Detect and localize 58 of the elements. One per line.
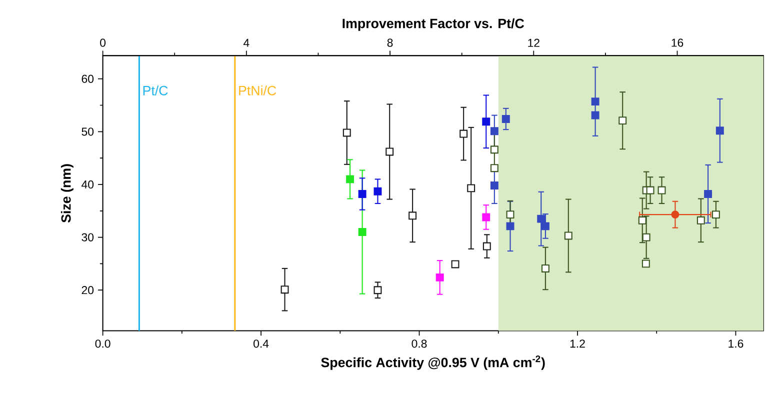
x2-tick-label: 16: [672, 38, 684, 47]
point: [490, 127, 498, 136]
point: [696, 216, 705, 224]
x-tick-label: 1.6: [728, 340, 744, 348]
x-axis-title: Specific Activity @0.95 V (mA cm$^{-2}$): [321, 356, 545, 370]
x2-tick-label: 12: [528, 38, 540, 47]
ref-line-label: PtNi/C: [239, 85, 276, 96]
point: [704, 190, 712, 198]
point: [374, 286, 382, 294]
point: [280, 286, 289, 294]
y-tick-label: 50: [82, 128, 94, 136]
point: [482, 242, 491, 250]
x2-tick-label: 8: [387, 38, 393, 47]
point: [490, 182, 498, 190]
point: [358, 190, 366, 198]
point: [436, 273, 444, 282]
point: [482, 118, 490, 126]
y-tick-label: 40: [82, 180, 94, 188]
point: [506, 222, 514, 230]
point: [374, 187, 382, 196]
point: [671, 210, 680, 219]
point: [618, 116, 627, 125]
point: [482, 213, 490, 222]
point: [541, 264, 550, 272]
x-tick-label: 0.4: [254, 340, 269, 348]
x-tick-label: 0.8: [412, 340, 427, 348]
point: [506, 210, 514, 219]
point: [658, 186, 666, 194]
x-tick-label: 0.0: [95, 340, 110, 348]
x-tick-label: 1.2: [570, 340, 585, 348]
point: [490, 164, 498, 172]
point: [451, 260, 460, 268]
ref-line-label: Pt/C: [143, 85, 168, 96]
point: [502, 114, 510, 123]
point: [537, 214, 546, 223]
point: [591, 98, 600, 106]
point: [541, 222, 550, 230]
point: [346, 175, 354, 184]
point: [460, 130, 468, 138]
x2-tick-label: 4: [244, 38, 250, 47]
point: [386, 148, 394, 156]
point: [716, 126, 724, 135]
point: [342, 128, 351, 137]
point: [646, 186, 654, 194]
y-axis-title: Size (nm): [60, 164, 74, 222]
y-tick-label: 30: [82, 233, 94, 242]
point: [408, 212, 417, 220]
x2-axis-title: Improvement Factor vs. Pt/C: [342, 18, 524, 31]
point: [490, 146, 498, 154]
y-tick-label: 60: [82, 74, 94, 83]
point: [358, 228, 366, 236]
point: [467, 184, 476, 192]
point: [591, 111, 600, 120]
y-tick-label: 20: [82, 286, 94, 294]
point: [564, 232, 572, 240]
point: [638, 216, 646, 224]
x2-tick-label: 0: [100, 38, 106, 47]
point: [642, 233, 650, 242]
